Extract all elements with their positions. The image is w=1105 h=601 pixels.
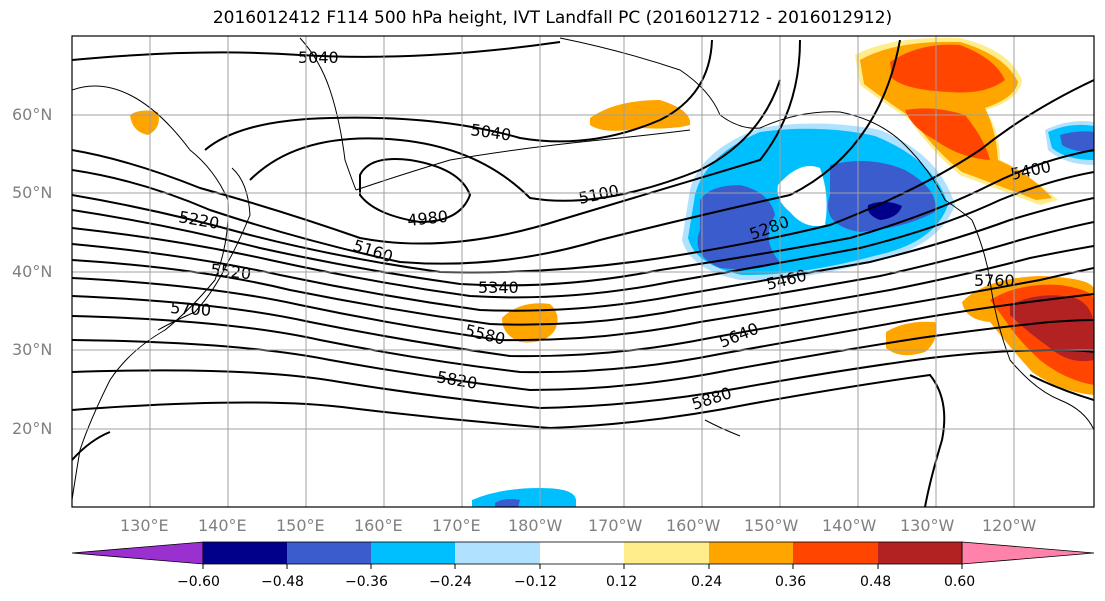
lon-tick-label: 180°W [508,516,563,535]
lon-tick-label: 120°W [982,516,1037,535]
contour-label: 5400 [1009,157,1053,184]
negative-anomaly-region [1060,131,1094,152]
lon-tick-label: 160°E [354,516,403,535]
positive-anomaly-region [1010,295,1094,362]
lon-tick-label: 150°W [744,516,799,535]
colorbar-tick-label: −0.24 [429,574,472,590]
positive-anomaly-region [502,303,558,343]
contour-5100 [249,79,781,202]
contour-label: 5760 [974,271,1015,290]
contour-5280 [72,79,1094,274]
colorbar-bin [709,542,793,564]
contour-5160 [72,39,801,245]
colorbar-bin [203,542,287,564]
negative-anomaly-region [495,499,520,507]
colorbar-tick-label: 0.12 [606,574,638,590]
contour-5580 [72,245,1094,342]
contour-label: 5820 [435,367,478,393]
contour-label: 5040 [469,120,512,144]
map-plot-area: 5040 5040 4980 5100 5160 5220 5280 5340 … [72,36,1094,507]
colorbar-tick-label: −0.60 [177,574,220,590]
coastline-asia [72,85,229,501]
contour-5760 [72,319,1094,392]
coastline-hawaii [704,419,741,437]
coastline-aleutians [355,129,691,191]
contour-label: 5340 [478,278,519,297]
contour-5880-west [72,431,111,461]
colorbar-bin [624,542,709,564]
lat-tick-label: 30°N [12,340,53,359]
positive-anomaly-region [130,110,159,135]
colorbar-tick-label: 0.60 [944,574,976,590]
contour-5400 [72,171,1094,299]
contour-5880 [72,373,946,507]
colorbar-tick-label: 0.24 [691,574,723,590]
lat-tick-label: 50°N [12,183,53,202]
colorbar-bin [878,542,962,564]
lon-tick-label: 140°E [198,516,247,535]
contour-label: 4980 [406,207,448,230]
contour-5040-low [204,39,713,151]
colorbar-tick-label: −0.36 [345,574,388,590]
positive-anomaly-region [890,44,1005,93]
colorbar-bin [455,542,540,564]
colorbar-tick-label: −0.48 [261,574,304,590]
contour-label: 5640 [716,319,761,352]
coastline-north-america [971,219,1094,431]
lon-tick-label: 130°E [120,516,169,535]
map-frame [71,35,1095,508]
contour-5040-arctic [72,41,561,61]
colorbar-bin [371,542,455,564]
colorbar-bin [540,542,624,564]
contour-5460 [72,197,1094,312]
lon-tick-label: 130°W [900,516,955,535]
colorbar-extend-low [71,541,204,565]
lat-tick-label: 40°N [12,262,53,281]
colorbar-tick-label: 0.36 [775,574,807,590]
coastline-kamchatka [299,37,357,191]
contour-label: 5040 [298,48,339,67]
lat-tick-label: 20°N [12,419,53,438]
colorbar [71,541,1095,569]
colorbar-extend-high [961,541,1095,565]
colorbar-frame [202,541,963,565]
colorbar-bin [793,542,878,564]
lon-tick-label: 150°E [276,516,325,535]
graticule [72,36,1094,507]
contour-5220 [72,39,901,265]
lon-tick-label: 160°W [666,516,721,535]
contour-label: 5700 [170,298,212,320]
colorbar-tick-label: 0.48 [860,574,892,590]
contour-5700 [72,293,1094,374]
colorbar-tick-label: −0.12 [514,574,557,590]
negative-anomaly-region [472,488,576,507]
contour-5820 [72,348,1094,410]
lon-tick-label: 170°W [588,516,643,535]
contour-5880-east [1029,374,1094,401]
positive-anomaly-region [905,108,990,160]
coastline-alaska [559,37,973,221]
contour-5640 [72,267,1094,358]
map-title: 2016012412 F114 500 hPa height, IVT Land… [212,8,893,28]
lon-tick-label: 170°E [432,516,481,535]
contour-4980 [359,158,472,224]
contour-5520 [72,221,1094,326]
lon-tick-label: 140°W [822,516,877,535]
colorbar-bin [287,542,371,564]
lat-tick-label: 60°N [12,105,53,124]
